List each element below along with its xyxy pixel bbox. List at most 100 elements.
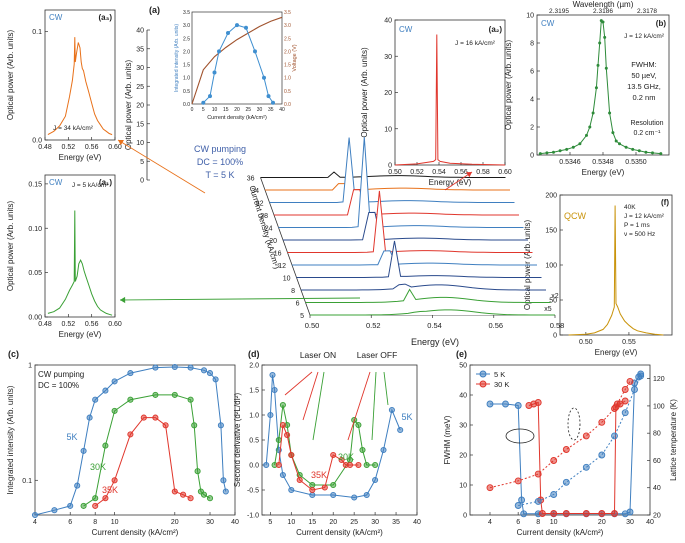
data-point — [275, 461, 282, 469]
data-point — [222, 488, 229, 495]
data-point — [206, 495, 214, 502]
data-point — [220, 477, 227, 484]
y-tick-label: 2 — [530, 125, 534, 132]
x-tick-label: 0.60 — [108, 144, 122, 151]
x-tick-label: 30 — [371, 519, 379, 526]
x-tick-label: 0.54 — [432, 169, 446, 176]
resolution-note: Resolution — [630, 120, 663, 127]
x-tick-label: 8 — [536, 519, 540, 526]
qcw-note: P = 1 ms — [624, 222, 650, 229]
x-tick-label: 10 — [287, 519, 295, 526]
data-point — [502, 400, 509, 408]
data-point — [608, 111, 612, 115]
z-tick-label: 8 — [291, 288, 295, 295]
y-tick-label: 0.1 — [32, 29, 42, 36]
x-tick-label: 0.50 — [388, 169, 402, 176]
data-point — [152, 391, 159, 398]
data-point — [111, 407, 118, 414]
y-tick-label: 1.0 — [249, 413, 259, 420]
y-tick-label: 5 — [140, 159, 144, 166]
series-line — [528, 400, 626, 514]
z-tick-label: 16 — [274, 251, 282, 258]
data-point — [591, 111, 595, 115]
y-tick-label: 6 — [530, 69, 534, 76]
x-tick-label: 0.52 — [410, 169, 424, 176]
z-tick-label: 5 — [300, 313, 304, 320]
y-right-tick-label: 60 — [653, 458, 661, 465]
trace-fill — [265, 183, 510, 190]
inset-x-tick-label: 10 — [212, 107, 218, 113]
data-point — [659, 152, 663, 156]
data-point — [578, 142, 582, 146]
panel-label: (b) — [656, 19, 667, 28]
data-point — [550, 510, 558, 517]
legend-marker — [479, 380, 487, 388]
plot-frame — [469, 364, 651, 516]
x-tick-label: 0.56 — [488, 321, 503, 330]
data-point — [338, 456, 345, 464]
top-tick-label: 2.3186 — [593, 8, 613, 15]
data-point — [171, 363, 178, 371]
z-tick-label: 24 — [265, 226, 273, 233]
x-tick-label: 0.48 — [38, 144, 52, 151]
data-point — [550, 457, 558, 464]
data-point — [562, 478, 570, 486]
x-tick-label: 10 — [550, 519, 558, 526]
data-point — [152, 364, 159, 371]
panel-a1: 0.48 0.52 0.56 0.60 0.00 0.05 0.10 0.15 Energy (… — [6, 174, 122, 339]
inset-y-right-tick-label: 0.0 — [284, 102, 291, 108]
z-tick-label: 10 — [283, 276, 291, 283]
data-point — [279, 421, 286, 429]
intensity-point — [235, 23, 239, 28]
data-point — [558, 149, 562, 153]
panel-label: (a) — [149, 5, 160, 15]
annotation-arrow — [284, 371, 313, 396]
waterfall-trace — [310, 309, 555, 316]
data-point — [359, 446, 366, 454]
fwhm-note: 0.2 nm — [633, 93, 656, 102]
data-point — [397, 426, 404, 434]
legend-label: 30 K — [494, 380, 509, 389]
data-point — [538, 152, 542, 156]
x-axis-label: Energy (eV) — [59, 330, 102, 339]
y-tick-label: 30 — [384, 54, 392, 61]
panel-label: (a₂) — [489, 25, 503, 34]
data-point — [604, 66, 608, 70]
data-point — [486, 400, 494, 408]
y-tick-label: 10 — [459, 483, 467, 490]
y-tick-label: 10 — [526, 13, 534, 20]
scale-mark: x2 — [551, 293, 559, 300]
current-annotation: J = 16 kA/cm² — [455, 40, 496, 47]
data-point — [92, 396, 99, 403]
data-point — [363, 461, 370, 469]
y-tick-label: 0 — [140, 178, 144, 185]
x-axis-label: Current density (kA/cm²) — [92, 528, 179, 537]
data-point — [191, 422, 198, 429]
annotation-arrow — [371, 371, 377, 441]
y-tick-label: -0.5 — [247, 488, 259, 495]
x-tick-label: 0.55 — [622, 339, 636, 346]
current-axis — [260, 177, 311, 316]
y-right-tick-label: 80 — [653, 431, 661, 438]
intensity-point — [253, 49, 257, 54]
mode-label: CW — [541, 19, 555, 28]
spectrum-line — [47, 210, 113, 316]
data-point — [594, 86, 598, 90]
data-point — [330, 481, 337, 489]
y-tick-label: 35 — [136, 46, 144, 53]
y-tick-label: 0 — [463, 513, 467, 520]
data-point — [598, 451, 606, 459]
inset-x-tick-label: 15 — [223, 107, 229, 113]
data-point — [80, 447, 87, 454]
scale-mark: x5 — [544, 306, 552, 313]
inset-y-right-tick-label: 2.5 — [284, 36, 291, 42]
data-point — [596, 63, 600, 67]
data-point — [180, 491, 187, 498]
annotation-arrow — [383, 371, 389, 406]
inset-y-tick-label: 1.5 — [183, 63, 190, 69]
data-point — [102, 442, 109, 449]
x-tick-label: 8 — [93, 519, 97, 526]
data-point — [631, 386, 638, 393]
data-point — [309, 491, 316, 499]
